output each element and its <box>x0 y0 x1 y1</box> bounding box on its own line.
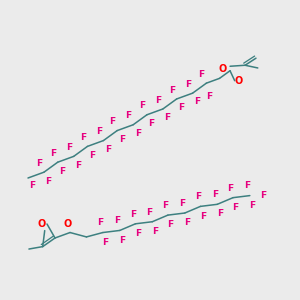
Text: F: F <box>36 159 42 168</box>
Text: F: F <box>152 227 158 236</box>
Text: F: F <box>102 238 109 247</box>
Text: F: F <box>206 92 212 101</box>
Text: F: F <box>147 208 153 217</box>
Text: F: F <box>185 80 191 89</box>
Text: F: F <box>105 145 111 154</box>
Text: F: F <box>199 70 205 79</box>
Text: F: F <box>59 167 65 176</box>
Text: F: F <box>212 190 218 199</box>
Text: F: F <box>50 149 56 158</box>
Text: F: F <box>89 151 95 160</box>
Text: F: F <box>167 220 174 229</box>
Text: F: F <box>200 212 206 220</box>
Text: F: F <box>227 184 233 193</box>
Text: F: F <box>119 236 125 244</box>
Text: F: F <box>96 127 102 136</box>
Text: F: F <box>164 113 171 122</box>
Text: F: F <box>162 201 168 210</box>
Text: F: F <box>135 129 141 138</box>
Text: F: F <box>114 216 120 225</box>
Text: O: O <box>38 219 46 229</box>
Text: F: F <box>194 98 200 106</box>
Text: F: F <box>184 218 190 227</box>
Text: F: F <box>148 119 155 128</box>
Text: F: F <box>169 85 175 94</box>
Text: O: O <box>218 64 226 74</box>
Text: O: O <box>235 76 243 86</box>
Text: F: F <box>195 192 201 201</box>
Text: F: F <box>139 101 145 110</box>
Text: F: F <box>244 182 250 190</box>
Text: F: F <box>217 209 223 218</box>
Text: F: F <box>97 218 103 227</box>
Text: F: F <box>249 201 256 210</box>
Text: F: F <box>29 181 35 190</box>
Text: F: F <box>46 176 52 185</box>
Text: O: O <box>64 218 72 229</box>
Text: F: F <box>110 117 116 126</box>
Text: F: F <box>125 111 131 120</box>
Text: F: F <box>130 210 136 219</box>
Text: F: F <box>135 229 141 238</box>
Text: F: F <box>178 103 184 112</box>
Text: F: F <box>179 199 185 208</box>
Text: F: F <box>232 203 238 212</box>
Text: F: F <box>75 161 82 170</box>
Text: F: F <box>260 191 266 200</box>
Text: F: F <box>80 133 86 142</box>
Text: F: F <box>119 135 125 144</box>
Text: F: F <box>155 96 161 105</box>
Text: F: F <box>66 143 72 152</box>
